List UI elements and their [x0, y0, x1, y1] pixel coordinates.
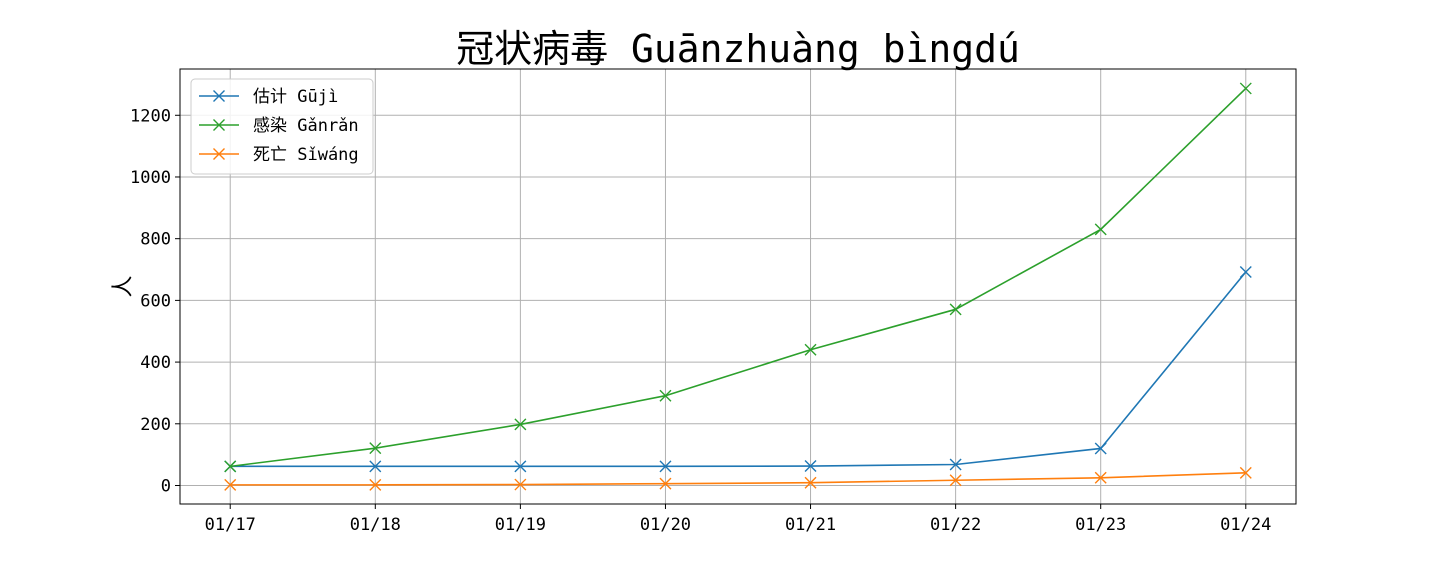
x-tick-label: 01/17 [205, 515, 256, 535]
plot-area [179, 68, 1297, 505]
series-line [230, 271, 1247, 468]
x-tick-label: 01/21 [785, 515, 836, 535]
legend: 估计 Gūjì 感染 Gǎnrǎn 死亡 Sǐwáng [190, 78, 374, 175]
data-point [659, 477, 672, 490]
data-point [224, 478, 237, 491]
y-tick-label: 800 [140, 230, 171, 250]
x-tick-label: 01/23 [1075, 515, 1126, 535]
y-axis: 0 200 400 600 800 1000 1200 [130, 106, 180, 496]
x-tick-label: 01/20 [640, 515, 691, 535]
y-tick-label: 1200 [130, 106, 171, 126]
legend-item: 死亡 Sǐwáng [199, 145, 359, 165]
data-point [804, 343, 817, 356]
data-point [949, 458, 962, 471]
series [224, 466, 1252, 491]
data-point [1094, 442, 1107, 455]
x-axis: 01/17 01/18 01/19 01/20 01/21 01/22 01/23 01/24 [205, 504, 1271, 535]
x-tick-label: 01/18 [350, 515, 401, 535]
data-point [514, 460, 527, 473]
data-point [949, 303, 962, 316]
data-point [804, 460, 817, 473]
legend-marker [213, 119, 225, 131]
y-tick-label: 0 [161, 476, 171, 496]
x-tick-label: 01/19 [495, 515, 546, 535]
series-line [230, 87, 1247, 468]
data-point [369, 442, 382, 455]
legend-box [190, 78, 374, 175]
y-tick-label: 1000 [130, 168, 171, 188]
chart-title: 冠状病毒 Guānzhuàng bìngdú [456, 27, 1020, 71]
data-point [224, 460, 237, 473]
legend-item: 估计 Gūjì [199, 87, 338, 107]
data-point [514, 478, 527, 491]
y-tick-label: 600 [140, 291, 171, 311]
data-point [659, 460, 672, 473]
data-point [1094, 471, 1107, 484]
data-point [369, 460, 382, 473]
y-tick-label: 400 [140, 353, 171, 373]
series [224, 82, 1252, 473]
legend-label: 死亡 Sǐwáng [253, 145, 359, 165]
series [224, 266, 1252, 473]
legend-label: 估计 Gūjì [253, 87, 338, 107]
series-line [230, 472, 1246, 486]
legend-item: 感染 Gǎnrǎn [199, 116, 359, 136]
legend-marker [213, 148, 225, 160]
data-point [514, 418, 527, 431]
y-axis-label: 人 [111, 275, 136, 297]
legend-marker [213, 90, 225, 102]
data-point [1239, 266, 1252, 278]
grid [180, 69, 1296, 504]
x-tick-label: 01/22 [930, 515, 981, 535]
legend-label: 感染 Gǎnrǎn [253, 116, 359, 136]
data-point [659, 389, 672, 402]
data-point [369, 478, 382, 491]
y-tick-label: 200 [140, 415, 171, 435]
data-point [949, 474, 962, 487]
data-point [1239, 82, 1252, 95]
x-tick-label: 01/24 [1220, 515, 1271, 535]
series-layer [224, 82, 1252, 491]
data-point [1094, 223, 1107, 236]
data-point [804, 476, 817, 489]
data-point [1239, 466, 1252, 479]
